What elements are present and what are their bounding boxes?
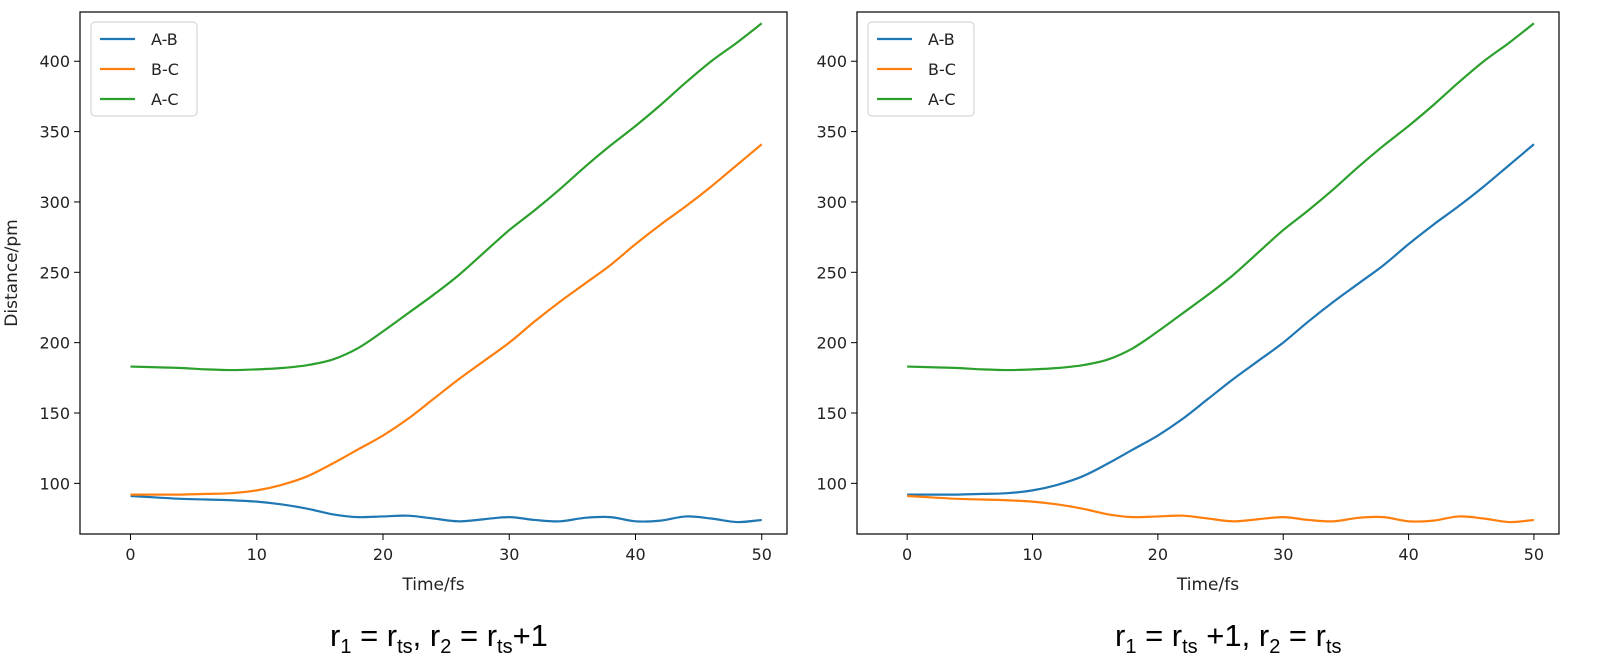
y-tick-label: 400 [39,52,70,71]
x-tick-label: 40 [1398,545,1418,564]
y-tick-label: 100 [39,474,70,493]
x-tick-label: 40 [625,545,645,564]
x-tick-label: 10 [247,545,267,564]
y-tick-label: 200 [39,334,70,353]
y-tick-label: 300 [39,193,70,212]
x-tick-label: 20 [1148,545,1168,564]
legend-label-b-c: B-C [151,60,179,79]
x-axis-label: Time/fs [401,575,464,595]
x-tick-label: 30 [1273,545,1293,564]
series-line-a-c [130,22,763,372]
legend-box [90,21,198,117]
x-tick-label: 30 [499,545,519,564]
x-tick-label: 50 [1524,545,1544,564]
series-line-b-c [130,143,763,496]
y-tick-label: 150 [39,404,70,423]
y-tick-label: 250 [39,263,70,282]
y-tick-label: 350 [39,123,70,142]
series-line-a-b [907,143,1535,496]
y-tick-label: 150 [816,404,847,423]
x-tick-label: 50 [752,545,772,564]
plot-frame [79,11,788,535]
legend-label-a-c: A-C [151,90,179,109]
left-chart-caption: r1 = rts, r2 = rts+1 [330,618,548,658]
y-tick-label: 350 [816,123,847,142]
y-tick-label: 400 [816,52,847,71]
y-axis-label: Distance/pm [2,219,22,326]
chart-0: 0 10 20 30 40 50 100 150 200 250 300 350 400 Time/fs D… [2,11,788,595]
legend-label-b-c: B-C [928,60,956,79]
x-tick-label: 0 [125,545,135,564]
y-tick-label: 200 [816,334,847,353]
y-tick-label: 100 [816,474,847,493]
legend-label-a-b: A-B [928,30,955,49]
series-line-b-c [907,494,1535,524]
legend-label-a-c: A-C [928,90,956,109]
y-tick-label: 250 [816,263,847,282]
series-line-a-c [907,22,1535,372]
series-line-a-b [130,494,762,524]
x-tick-label: 0 [902,545,912,564]
chart-1: 0 10 20 30 40 50 100 150 200 250 300 350 400 Time/fs A… [816,11,1560,595]
x-axis-label: Time/fs [1176,575,1239,595]
right-chart-caption: r1 = rts +1, r2 = rts [1115,618,1342,658]
x-tick-label: 10 [1022,545,1042,564]
legend-box [867,21,975,117]
x-tick-label: 20 [373,545,393,564]
y-tick-label: 300 [816,193,847,212]
legend-label-a-b: A-B [151,30,178,49]
plot-frame [856,11,1560,535]
